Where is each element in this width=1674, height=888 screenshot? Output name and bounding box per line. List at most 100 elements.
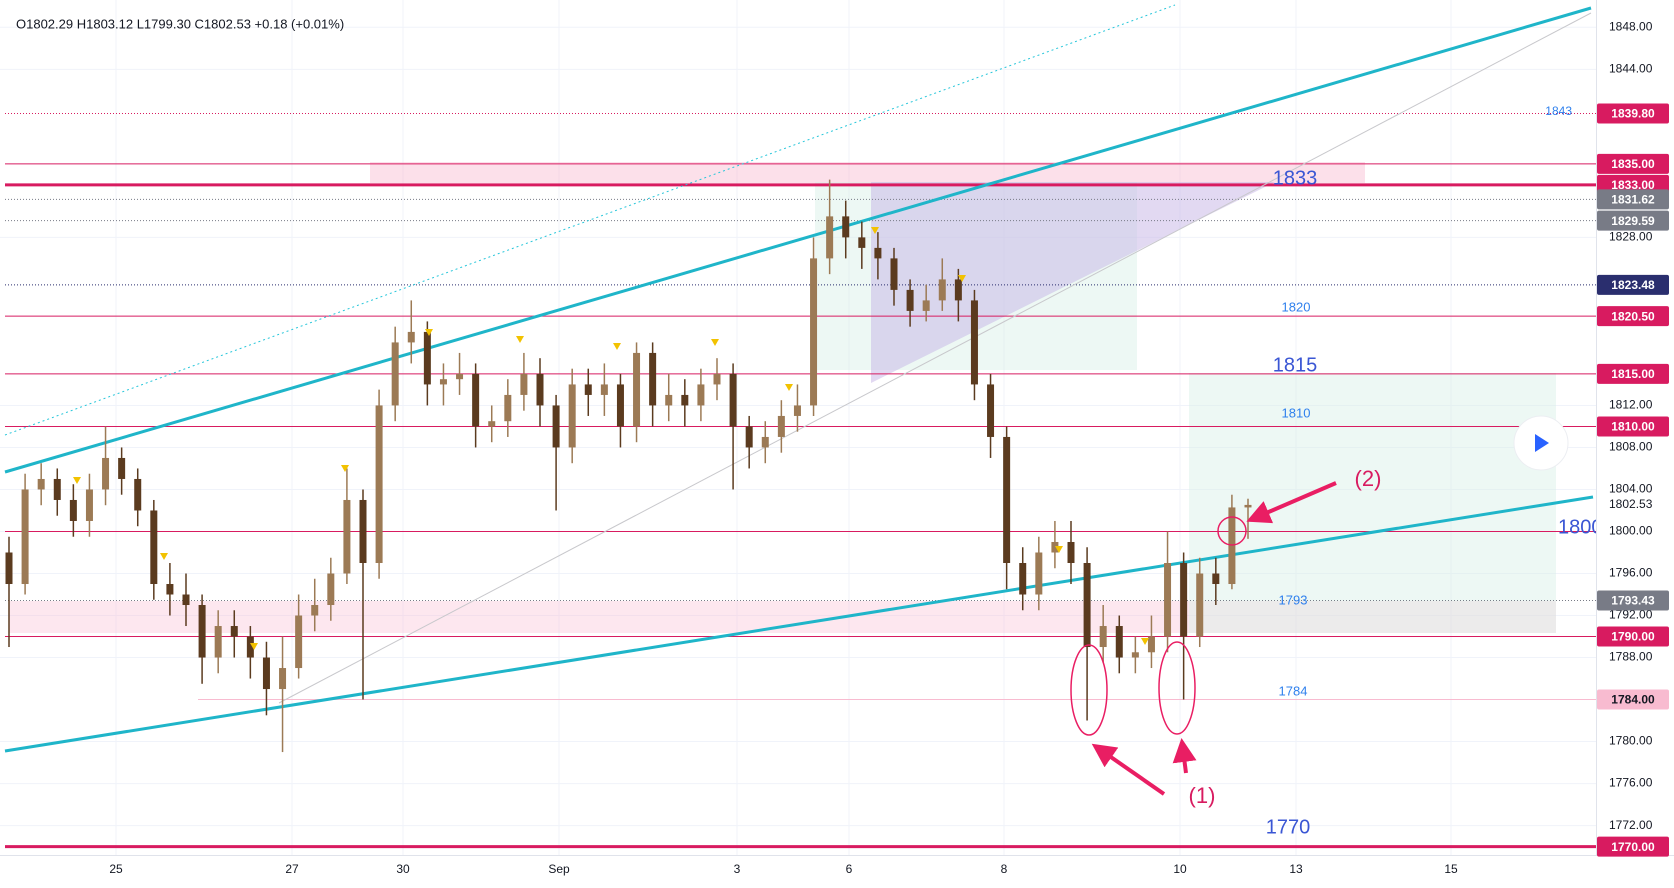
supply-zone xyxy=(370,162,1365,183)
level-label-box xyxy=(1597,103,1669,124)
candle-body xyxy=(134,478,142,511)
level-label: 1784.00 xyxy=(1611,693,1655,707)
candle-body xyxy=(21,489,29,585)
x-tick-label: 10 xyxy=(1173,862,1187,876)
candle-body xyxy=(1131,652,1139,658)
y-tick-label: 1788.00 xyxy=(1609,650,1653,664)
level-label-box xyxy=(1597,416,1669,437)
x-tick-label: 25 xyxy=(109,862,123,876)
price-axis xyxy=(1597,0,1674,888)
candle-body xyxy=(5,552,13,585)
level-note: 1784 xyxy=(1279,683,1308,698)
x-tick-label: 27 xyxy=(285,862,299,876)
candle-body xyxy=(1067,541,1075,563)
candle-body xyxy=(230,626,238,637)
candle-body xyxy=(472,373,480,427)
y-tick-label: 1804.00 xyxy=(1609,482,1653,496)
y-tick-label: 1772.00 xyxy=(1609,818,1653,832)
signal xyxy=(785,384,793,391)
signal xyxy=(250,643,258,650)
level-label: 1793.43 xyxy=(1611,594,1655,608)
candle-body xyxy=(262,657,270,690)
level-note: 1793 xyxy=(1279,592,1308,607)
candle-body xyxy=(649,352,657,406)
ellipse xyxy=(1070,644,1108,736)
level-note: 1843 xyxy=(1545,104,1572,118)
candle-body xyxy=(922,300,930,311)
candle-body xyxy=(1244,504,1252,508)
level-note: 1833 xyxy=(1273,167,1318,189)
candle-body xyxy=(118,457,126,479)
circle xyxy=(1217,516,1247,546)
y-tick-label: 1796.00 xyxy=(1609,566,1653,580)
signal xyxy=(425,329,433,336)
signal xyxy=(613,343,621,350)
replay-button[interactable] xyxy=(1513,415,1569,471)
candle-body xyxy=(826,216,834,259)
candles xyxy=(5,179,1252,753)
level-label-box xyxy=(1597,590,1669,611)
candle-body xyxy=(954,279,962,301)
arrow xyxy=(1172,738,1197,774)
candle-body xyxy=(1003,436,1011,563)
candle-body xyxy=(520,373,528,395)
target-zone xyxy=(1189,373,1556,633)
candle-body xyxy=(214,626,222,658)
candle-body xyxy=(343,499,351,574)
level-label: 1823.48 xyxy=(1611,278,1655,292)
signal xyxy=(341,465,349,472)
level-label-box xyxy=(1597,363,1669,384)
y-tick-label: 1812.00 xyxy=(1609,398,1653,412)
candle-body xyxy=(1180,562,1188,637)
candle-body xyxy=(1147,636,1155,653)
y-tick-label: 1780.00 xyxy=(1609,734,1653,748)
level-note: 1810 xyxy=(1282,405,1311,420)
candle-body xyxy=(295,615,303,669)
trend-line xyxy=(4,495,1594,753)
candle-body xyxy=(279,668,287,690)
level-label-box xyxy=(1597,306,1669,327)
candle-body xyxy=(697,384,705,406)
play-icon[interactable] xyxy=(1535,434,1549,452)
candle-body xyxy=(85,489,93,521)
ohlc-header: O1802.29 H1803.12 L1799.30 C1802.53 +0.1… xyxy=(16,16,344,31)
signal xyxy=(516,336,524,343)
level-label: 1839.80 xyxy=(1611,107,1655,121)
y-tick-label: 1848.00 xyxy=(1609,19,1653,33)
candle-body xyxy=(938,279,946,301)
candle-body xyxy=(102,457,110,490)
candle-body xyxy=(439,379,447,385)
y-tick-label: 1828.00 xyxy=(1609,230,1653,244)
level-note: 1820 xyxy=(1282,299,1311,314)
x-tick-label: Sep xyxy=(548,862,570,876)
level-note: 1800 xyxy=(1558,516,1603,538)
candle-body xyxy=(1212,573,1220,585)
candle-body xyxy=(198,605,206,658)
candle-body xyxy=(633,352,641,427)
y-tick-label: 1800.00 xyxy=(1609,524,1653,538)
candle-body xyxy=(568,384,576,448)
candle-body xyxy=(761,436,769,448)
candle-body xyxy=(842,216,850,238)
candle-body xyxy=(1035,552,1043,595)
candle-body xyxy=(359,499,367,563)
candle-body xyxy=(729,373,737,427)
candle-body xyxy=(536,373,544,406)
candle-body xyxy=(616,384,624,427)
candle-body xyxy=(375,405,383,563)
candle-body xyxy=(246,636,254,658)
highlights xyxy=(1070,516,1247,736)
level-label: 1810.00 xyxy=(1611,420,1655,434)
candle-body xyxy=(69,499,77,521)
candle-body xyxy=(1164,562,1172,637)
y-tick-label: 1844.00 xyxy=(1609,61,1653,75)
level-label-box xyxy=(1597,189,1669,210)
candle-body xyxy=(1083,562,1091,648)
candle-body xyxy=(970,300,978,385)
candle-body xyxy=(874,247,882,259)
x-tick-label: 6 xyxy=(846,862,853,876)
candle-body xyxy=(407,331,415,343)
candle-body xyxy=(890,258,898,290)
